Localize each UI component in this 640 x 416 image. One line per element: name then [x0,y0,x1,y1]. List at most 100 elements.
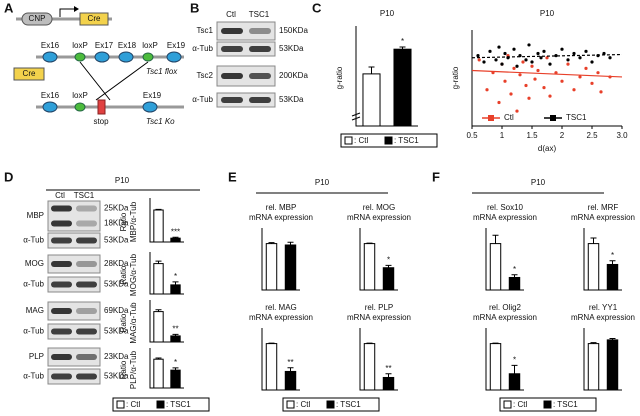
size-label: 53KDa [104,236,129,245]
arrow [59,8,74,17]
scatter-point [512,47,516,51]
promoter-label: CNP [29,14,46,23]
bar [606,263,619,291]
panel-title: P10 [531,178,546,187]
blot-band [76,328,97,335]
stop-label: stop [93,117,109,126]
blot-band [221,28,243,34]
y-axis-label: MBP/α-Tub [129,201,138,242]
bar [170,369,181,389]
exon [94,51,110,63]
x-tick-label: 0.5 [466,131,478,140]
x-tick-label: 2.5 [586,131,598,140]
blot-band [51,205,72,212]
error-bar [287,367,294,372]
y-axis-label: PLP/α-Tub [129,350,138,389]
exon-label: Ex17 [95,41,114,50]
blot-band [51,373,72,380]
chart-title: mRNA expression [473,213,537,222]
bar [363,343,376,391]
size-label: 53KDa [104,280,129,289]
legend-swatch [344,136,353,145]
scatter-point [476,54,480,58]
chart-title: P10 [380,9,395,18]
loxp [74,102,86,112]
allele-label: Tsc1 Ko [146,117,175,126]
legend-swatch [384,136,393,145]
size-label: 28KDa [104,259,129,268]
significance: ** [172,325,178,334]
scatter-point [503,51,507,56]
scatter-point [524,58,528,62]
blot-band [76,354,97,360]
size-label: 23KDa [104,352,129,361]
size-label: 53KDa [279,44,304,53]
bar [382,267,395,291]
significance: * [611,251,614,260]
exon-label: Ex18 [118,41,137,50]
x-tick-label: 2 [560,131,565,140]
blot-band [51,237,72,244]
legend-box [282,397,380,412]
blot-band [249,73,271,79]
loxp-label: loxP [72,91,88,100]
bar [587,343,600,391]
scatter-point [590,60,594,64]
blot [216,92,276,108]
chart-title: mRNA expression [249,213,313,222]
error-bar [590,342,597,344]
lane-label: Ctl [226,10,236,19]
scatter-point [542,49,546,53]
scatter-point [515,64,519,68]
scatter-point [494,58,498,62]
legend-swatch [503,400,512,409]
scatter-point [497,45,501,49]
scatter-point [584,49,588,53]
error-bar [172,281,179,285]
size-label: 53KDa [104,327,129,336]
bar [382,376,395,391]
protein-label: MAG [26,306,44,315]
legend-box [340,133,438,148]
protein-label: Tsc1 [197,26,214,35]
x-tick-label: 3.0 [616,131,628,140]
bar [362,73,381,127]
blot [47,232,101,249]
x-tick-label: 1.5 [526,131,538,140]
cre-box [79,12,109,26]
scatter-point [509,92,513,96]
bar [489,343,502,391]
blot [216,21,276,41]
bar [170,284,181,295]
scatter-point [596,71,600,75]
scatter-point [536,51,540,56]
error-bar [172,367,179,371]
legend-label: : Ctl [126,400,140,409]
scatter-point [548,62,552,66]
bar [284,370,297,391]
error-bar [511,274,518,278]
y-axis-label: MAG/α-Tub [129,302,138,344]
error-bar [399,46,406,50]
blot-band [51,308,72,314]
y-axis-label: Ratio [119,360,128,379]
blot [47,301,101,321]
size-label: 200KDa [279,71,308,80]
legend-label: : TSC1 [336,400,361,409]
protein-label: α-Tub [192,44,213,53]
chart-title: rel. Olig2 [489,303,522,312]
protein-label: α-Tub [23,327,44,336]
blot-band [249,28,271,34]
blot-band [51,220,72,227]
allele-label: Tsc1 flox [146,67,178,76]
bar [265,343,278,391]
chart-title: rel. MOG [363,203,395,212]
chart-title: mRNA expression [473,313,537,322]
bar [153,263,164,295]
axis [471,30,622,127]
scatter-point [548,94,552,98]
protein-label: MOG [25,259,44,268]
scatter-point [560,79,564,83]
blot [47,323,101,340]
exon [118,51,134,63]
